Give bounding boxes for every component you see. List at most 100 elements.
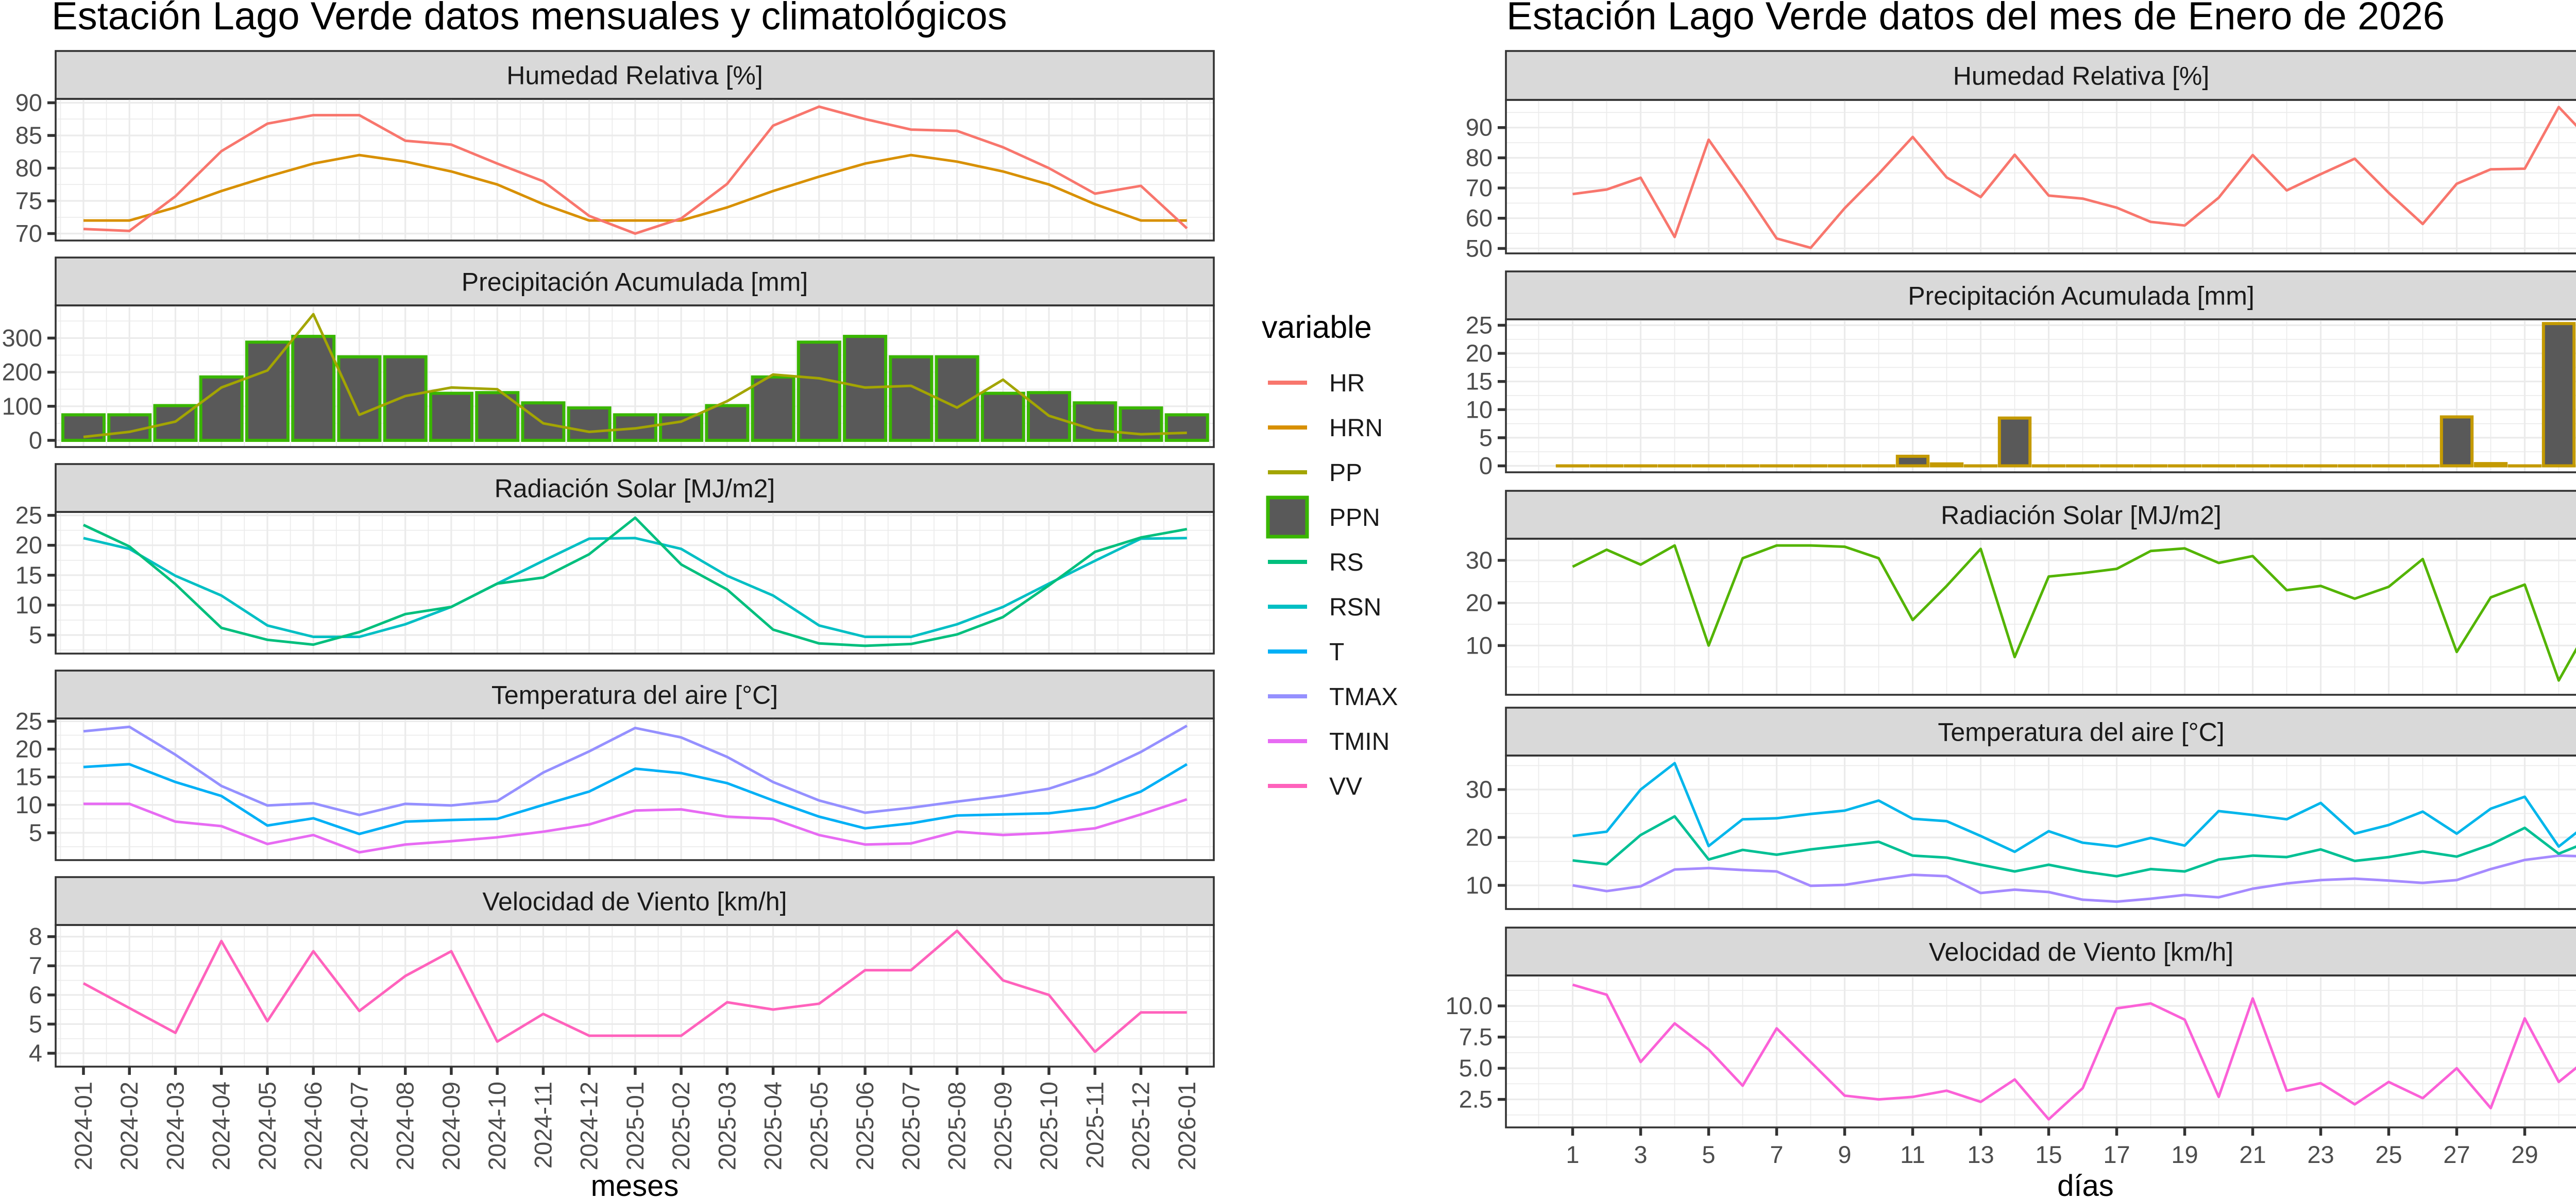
svg-text:Radiación Solar [MJ/m2]: Radiación Solar [MJ/m2]	[1941, 501, 2222, 530]
svg-text:2025-10: 2025-10	[1035, 1082, 1062, 1171]
svg-text:20: 20	[1466, 589, 1493, 616]
svg-text:25: 25	[15, 707, 42, 734]
svg-text:2024-03: 2024-03	[162, 1082, 189, 1171]
svg-text:2024-07: 2024-07	[345, 1082, 372, 1171]
svg-text:Estación Lago Verde datos mens: Estación Lago Verde datos mensuales y cl…	[52, 0, 1007, 38]
svg-text:0: 0	[29, 426, 42, 454]
svg-text:Estación Lago Verde datos del: Estación Lago Verde datos del mes de Ene…	[1506, 0, 2445, 38]
svg-text:2.5: 2.5	[1459, 1086, 1493, 1113]
svg-text:RS: RS	[1329, 549, 1364, 576]
svg-text:15: 15	[2035, 1141, 2062, 1168]
svg-text:20: 20	[15, 735, 42, 763]
svg-text:PP: PP	[1329, 459, 1362, 487]
svg-text:2025-02: 2025-02	[667, 1082, 694, 1171]
svg-text:15: 15	[15, 763, 42, 791]
svg-text:29: 29	[2511, 1141, 2538, 1168]
svg-text:200: 200	[2, 358, 42, 386]
svg-text:Temperatura del aire [°C]: Temperatura del aire [°C]	[492, 681, 778, 710]
svg-text:20: 20	[1466, 824, 1493, 851]
svg-text:2025-09: 2025-09	[989, 1082, 1016, 1171]
svg-text:60: 60	[1466, 204, 1493, 232]
svg-text:2024-12: 2024-12	[575, 1082, 603, 1171]
svg-text:15: 15	[15, 561, 42, 589]
svg-text:20: 20	[15, 532, 42, 559]
svg-text:21: 21	[2239, 1141, 2266, 1168]
svg-text:Humedad Relativa [%]: Humedad Relativa [%]	[1953, 62, 2209, 91]
svg-text:15: 15	[1466, 368, 1493, 395]
svg-text:300: 300	[2, 324, 42, 351]
svg-text:Temperatura del aire [°C]: Temperatura del aire [°C]	[1938, 718, 2224, 747]
svg-text:2025-08: 2025-08	[943, 1082, 971, 1171]
svg-text:2024-09: 2024-09	[437, 1082, 465, 1171]
svg-text:5: 5	[29, 621, 42, 648]
svg-text:13: 13	[1967, 1141, 1994, 1168]
svg-text:7: 7	[29, 952, 42, 979]
svg-text:2025-07: 2025-07	[897, 1082, 924, 1171]
svg-text:2026-01: 2026-01	[1173, 1082, 1200, 1171]
svg-text:RSN: RSN	[1329, 594, 1381, 621]
svg-text:90: 90	[1466, 114, 1493, 141]
svg-text:3: 3	[1634, 1141, 1647, 1168]
svg-text:5.0: 5.0	[1459, 1054, 1493, 1082]
svg-text:25: 25	[2375, 1141, 2402, 1168]
svg-text:7: 7	[1770, 1141, 1783, 1168]
svg-text:8: 8	[29, 923, 42, 950]
svg-text:80: 80	[15, 155, 42, 182]
svg-text:2024-06: 2024-06	[299, 1082, 327, 1171]
svg-text:9: 9	[1838, 1141, 1851, 1168]
svg-text:4: 4	[29, 1039, 42, 1067]
svg-text:variable: variable	[1262, 310, 1372, 345]
svg-text:10: 10	[15, 591, 42, 619]
svg-text:17: 17	[2103, 1141, 2130, 1168]
svg-text:6: 6	[29, 981, 42, 1008]
svg-text:VV: VV	[1329, 773, 1362, 800]
svg-text:2024-04: 2024-04	[208, 1082, 235, 1171]
svg-text:2024-11: 2024-11	[529, 1082, 556, 1169]
svg-text:100: 100	[2, 392, 42, 420]
svg-text:2024-08: 2024-08	[392, 1082, 419, 1171]
svg-text:27: 27	[2443, 1141, 2470, 1168]
svg-text:2025-11: 2025-11	[1081, 1082, 1108, 1169]
svg-text:2025-03: 2025-03	[713, 1082, 740, 1171]
svg-text:Precipitación Acumulada [mm]: Precipitación Acumulada [mm]	[462, 268, 808, 297]
svg-text:10: 10	[1466, 631, 1493, 659]
svg-text:PPN: PPN	[1329, 504, 1380, 532]
svg-text:10.0: 10.0	[1446, 992, 1493, 1019]
svg-text:70: 70	[1466, 174, 1493, 201]
svg-text:75: 75	[15, 187, 42, 214]
svg-text:30: 30	[1466, 546, 1493, 574]
svg-text:HRN: HRN	[1329, 415, 1383, 442]
svg-text:TMIN: TMIN	[1329, 728, 1389, 756]
svg-text:25: 25	[1466, 312, 1493, 339]
svg-text:10: 10	[15, 791, 42, 818]
svg-text:2025-06: 2025-06	[851, 1082, 878, 1171]
svg-text:Radiación Solar [MJ/m2]: Radiación Solar [MJ/m2]	[495, 474, 775, 503]
svg-text:7.5: 7.5	[1459, 1023, 1493, 1051]
svg-text:70: 70	[15, 220, 42, 247]
svg-text:20: 20	[1466, 339, 1493, 367]
svg-text:10: 10	[1466, 871, 1493, 899]
svg-text:25: 25	[15, 502, 42, 529]
svg-text:2024-10: 2024-10	[483, 1082, 511, 1171]
svg-text:Velocidad de Viento [km/h]: Velocidad de Viento [km/h]	[1929, 938, 2233, 967]
svg-text:0: 0	[1479, 452, 1493, 479]
svg-text:2025-12: 2025-12	[1127, 1082, 1155, 1171]
svg-text:2024-02: 2024-02	[115, 1082, 143, 1171]
svg-text:19: 19	[2171, 1141, 2198, 1168]
svg-text:Humedad Relativa [%]: Humedad Relativa [%]	[506, 61, 762, 90]
svg-text:10: 10	[1466, 396, 1493, 423]
svg-text:80: 80	[1466, 144, 1493, 171]
svg-text:23: 23	[2307, 1141, 2334, 1168]
svg-text:90: 90	[15, 89, 42, 116]
svg-text:2024-01: 2024-01	[70, 1082, 97, 1171]
svg-text:2025-05: 2025-05	[805, 1082, 833, 1171]
svg-text:2025-01: 2025-01	[621, 1082, 649, 1171]
svg-text:5: 5	[1479, 424, 1493, 451]
svg-text:TMAX: TMAX	[1329, 683, 1398, 711]
svg-text:11: 11	[1900, 1141, 1925, 1168]
svg-text:2025-04: 2025-04	[759, 1082, 787, 1171]
svg-text:50: 50	[1466, 234, 1493, 262]
svg-text:1: 1	[1566, 1141, 1579, 1168]
svg-text:días: días	[2057, 1169, 2114, 1199]
svg-text:30: 30	[1466, 776, 1493, 803]
